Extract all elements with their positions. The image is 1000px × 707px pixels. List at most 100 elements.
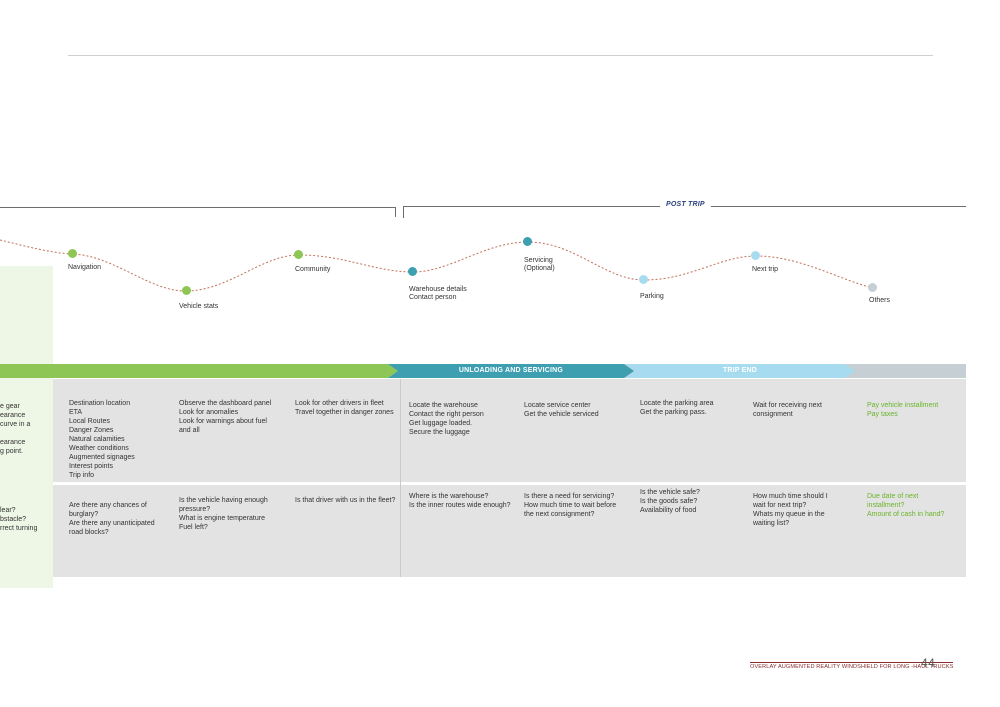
cell-line: lear?	[0, 507, 16, 514]
cell-line: curve in a	[0, 421, 31, 428]
cell-line: road blocks?	[69, 529, 109, 536]
stage-band-in-trip	[0, 364, 398, 378]
top-divider-line	[68, 55, 933, 56]
journey-label-servicing: Servicing (Optional)	[524, 257, 555, 273]
cell-line: Locate the warehouse	[409, 402, 478, 409]
journey-node-parking	[639, 275, 648, 284]
cell-line: wait for next trip?	[753, 502, 807, 509]
journey-label-parking: Parking	[640, 293, 664, 301]
cell-line: Trip info	[69, 472, 95, 479]
phase-separator	[400, 379, 401, 577]
node-label-line: Community	[295, 266, 331, 273]
cell-line: Are there any unanticipated	[69, 520, 155, 527]
cell-line: Is that driver with us in the fleet?	[295, 497, 396, 504]
journey-node-vehicle-stats	[182, 286, 191, 295]
cell-line: Get the vehicle serviced	[524, 411, 599, 418]
node-label-line: Navigation	[68, 264, 102, 271]
journey-label-others: Others	[869, 297, 890, 305]
cell-line: Danger Zones	[69, 427, 114, 434]
actions-cell-next-trip: Wait for receiving next consignment	[753, 401, 822, 419]
cell-line: Is the vehicle having enough	[179, 497, 268, 504]
side-questions-fragment: lear? bstacle? rrect turning	[0, 506, 37, 533]
cell-line: Availability of food	[640, 507, 697, 514]
cell-line: How much time should I	[753, 493, 828, 500]
actions-cell-others: Pay vehicle installment Pay taxes	[867, 401, 938, 419]
cell-line: What is engine temperature	[179, 515, 265, 522]
journey-node-warehouse	[408, 267, 417, 276]
cell-line: Local Routes	[69, 418, 110, 425]
questions-cell-others: Due date of next installment? Amount of ca…	[867, 492, 944, 519]
questions-cell-vehicle-stats: Is the vehicle having enough pressure? Wha…	[179, 496, 268, 532]
journey-node-others	[868, 283, 877, 292]
node-label-line: Parking	[640, 293, 664, 300]
cell-line: Weather conditions	[69, 445, 129, 452]
questions-cell-parking: Is the vehicle safe? Is the goods safe? Av…	[640, 488, 700, 515]
cell-line: Get luggage loaded.	[409, 420, 473, 427]
cell-line: ETA	[69, 409, 83, 416]
questions-cell-warehouse: Where is the warehouse? Is the inner rout…	[409, 492, 511, 510]
journey-node-next-trip	[751, 251, 760, 260]
cell-line: burglary?	[69, 511, 99, 518]
actions-cell-navigation: Destination location ETA Local Routes Dange…	[69, 399, 135, 480]
journey-label-navigation: Navigation	[68, 264, 101, 272]
cell-line: Pay vehicle installment	[867, 402, 939, 409]
page-number: 44	[921, 656, 936, 670]
cell-line: waiting list?	[753, 520, 790, 527]
questions-cell-servicing: Is there a need for servicing? How much t…	[524, 492, 616, 519]
cell-line: How much time to wait before	[524, 502, 617, 509]
cell-line: Due date of next	[867, 493, 919, 500]
cell-line: Get the parking pass.	[640, 409, 707, 416]
actions-row	[53, 379, 966, 482]
questions-cell-navigation: Are there any chances of burglary? Are the…	[69, 501, 155, 537]
node-label-line: Contact person	[409, 294, 457, 301]
cell-line: and all	[179, 427, 200, 434]
actions-cell-community: Look for other drivers in fleet Travel to…	[295, 399, 394, 417]
journey-label-next-trip: Next trip	[752, 266, 778, 274]
actions-cell-vehicle-stats: Observe the dashboard panel Look for anom…	[179, 399, 271, 435]
cell-line: Contact the right person	[409, 411, 484, 418]
journey-label-warehouse: Warehouse details Contact person	[409, 286, 467, 302]
cell-line: g point.	[0, 448, 23, 455]
cell-line: Augmented signages	[69, 454, 135, 461]
node-label-line: Servicing	[524, 257, 553, 264]
stage-band-trip-end: TRIP END	[625, 364, 855, 378]
stage-band-unloading: UNLOADING AND SERVICING	[388, 364, 634, 378]
cell-line: Where is the warehouse?	[409, 493, 489, 500]
cell-line: Are there any chances of	[69, 502, 147, 509]
cell-line: Interest points	[69, 463, 113, 470]
questions-row	[53, 485, 966, 577]
cell-line: installment?	[867, 502, 905, 509]
cell-line: bstacle?	[0, 516, 27, 523]
cell-line: Is the vehicle safe?	[640, 489, 700, 496]
cell-line: earance	[0, 412, 26, 419]
cell-line: Travel together in danger zones	[295, 409, 394, 416]
actions-cell-parking: Locate the parking area Get the parking p…	[640, 399, 714, 417]
side-actions-fragment: e gear earance curve in a earance g point.	[0, 402, 30, 456]
cell-line: Look for other drivers in fleet	[295, 400, 384, 407]
cell-line: Locate the parking area	[640, 400, 714, 407]
in-trip-phase-bracket	[0, 207, 396, 217]
questions-cell-next-trip: How much time should I wait for next trip…	[753, 492, 828, 528]
actions-cell-servicing: Locate service center Get the vehicle ser…	[524, 401, 599, 419]
post-trip-phase-label: POST TRIP	[660, 201, 711, 208]
cell-line: earance	[0, 439, 26, 446]
cell-line: pressure?	[179, 506, 211, 513]
node-label-line: Warehouse details	[409, 286, 467, 293]
cell-line: Look for warnings about fuel	[179, 418, 267, 425]
cell-line: the next consignment?	[524, 511, 595, 518]
cell-line: Wait for receiving next	[753, 402, 822, 409]
cell-line: Is the inner routes wide enough?	[409, 502, 511, 509]
cell-line: Look for anomalies	[179, 409, 239, 416]
node-label-line: Others	[869, 297, 891, 304]
journey-label-community: Community	[295, 266, 330, 274]
cell-line: Fuel left?	[179, 524, 208, 531]
cell-line: consignment	[753, 411, 793, 418]
cell-line: Is the goods safe?	[640, 498, 698, 505]
cell-line: Destination location	[69, 400, 131, 407]
highlighted-previous-column	[0, 266, 53, 588]
journey-label-vehicle-stats: Vehicle stats	[179, 303, 218, 311]
actions-cell-warehouse: Locate the warehouse Contact the right pe…	[409, 401, 484, 437]
cell-line: Secure the luggage	[409, 429, 470, 436]
cell-line: Is there a need for servicing?	[524, 493, 615, 500]
cell-line: Observe the dashboard panel	[179, 400, 272, 407]
